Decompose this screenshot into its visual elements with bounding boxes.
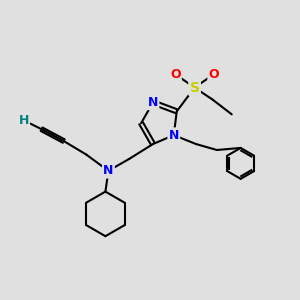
Text: S: S xyxy=(190,81,200,94)
Text: N: N xyxy=(169,129,179,142)
Text: H: H xyxy=(19,114,29,127)
Text: O: O xyxy=(170,68,181,81)
Text: N: N xyxy=(148,96,158,109)
Text: O: O xyxy=(208,68,219,81)
Text: N: N xyxy=(103,164,114,177)
